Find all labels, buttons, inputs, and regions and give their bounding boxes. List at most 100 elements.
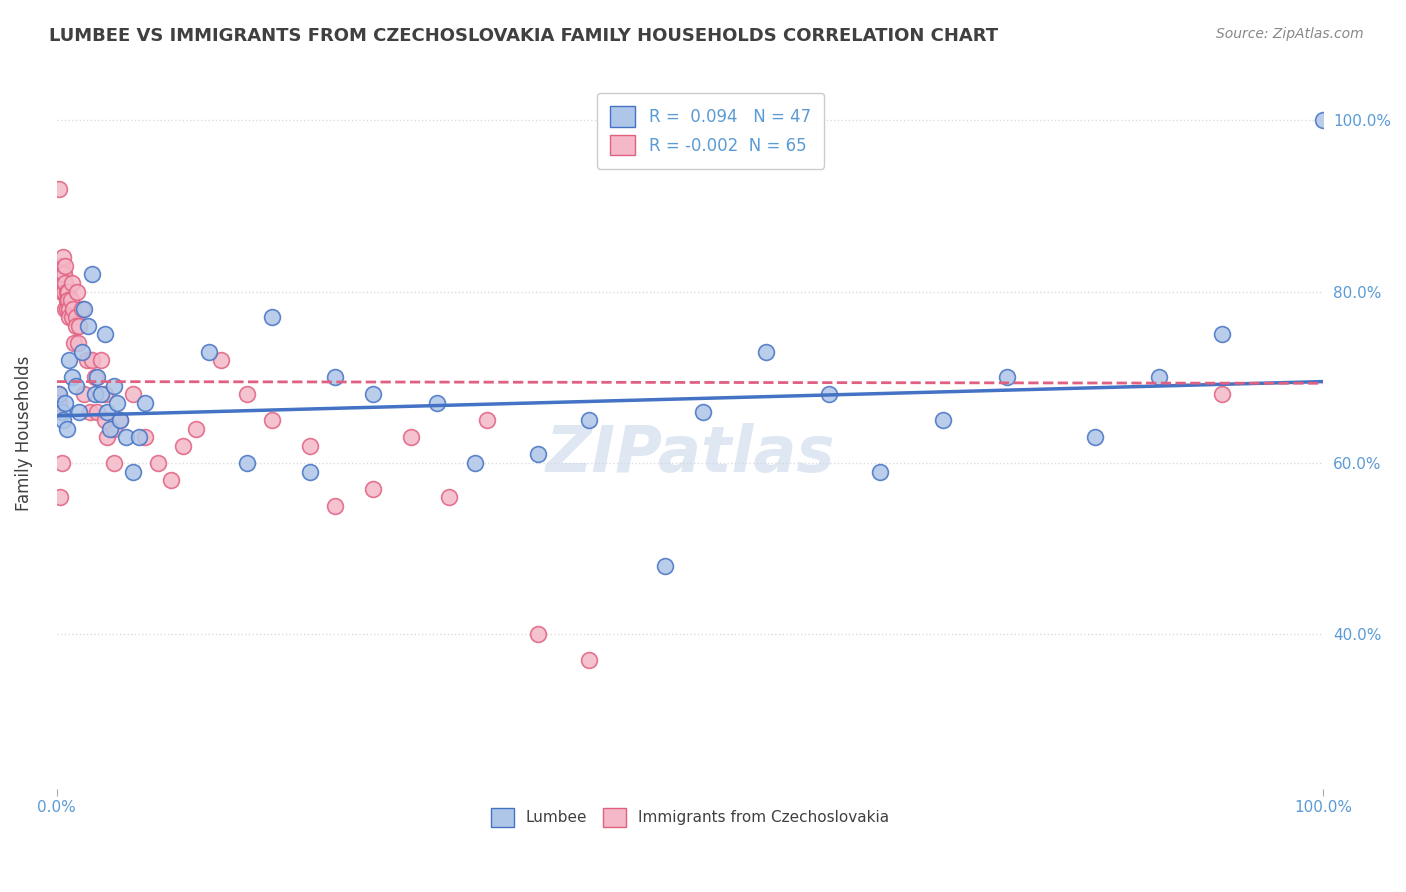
Point [134, 430, 156, 444]
Point [52, 268, 75, 282]
Point [1211, 387, 1233, 401]
Point [63, 336, 86, 351]
Point [55, 396, 77, 410]
Point [83, 370, 105, 384]
Point [55, 285, 77, 299]
Point [96, 430, 118, 444]
Point [995, 370, 1018, 384]
Text: Source: ZipAtlas.com: Source: ZipAtlas.com [1216, 27, 1364, 41]
Point [134, 396, 156, 410]
Point [58, 310, 80, 325]
Point [48, 182, 70, 196]
Point [52, 251, 75, 265]
Point [260, 413, 283, 427]
Point [146, 456, 169, 470]
Point [93, 387, 115, 401]
Point [59, 293, 82, 308]
Point [49, 268, 72, 282]
Point [1312, 113, 1334, 128]
Point [235, 456, 257, 470]
Point [108, 413, 131, 427]
Point [1147, 370, 1170, 384]
Point [1211, 327, 1233, 342]
Point [79, 404, 101, 418]
Point [55, 422, 77, 436]
Point [323, 370, 346, 384]
Point [477, 413, 499, 427]
Point [53, 285, 76, 299]
Point [578, 653, 600, 667]
Point [70, 344, 93, 359]
Point [73, 301, 96, 316]
Point [60, 310, 83, 325]
Point [60, 370, 83, 384]
Point [103, 456, 125, 470]
Point [818, 387, 841, 401]
Point [98, 422, 121, 436]
Point [86, 370, 108, 384]
Point [55, 276, 77, 290]
Point [121, 465, 143, 479]
Point [86, 404, 108, 418]
Point [578, 413, 600, 427]
Point [51, 404, 73, 418]
Point [48, 387, 70, 401]
Point [58, 353, 80, 368]
Point [55, 259, 77, 273]
Point [361, 387, 384, 401]
Point [49, 490, 72, 504]
Point [235, 387, 257, 401]
Point [51, 456, 73, 470]
Point [361, 482, 384, 496]
Point [65, 379, 87, 393]
Point [439, 490, 461, 504]
Point [401, 430, 423, 444]
Point [66, 285, 89, 299]
Legend: Lumbee, Immigrants from Czechoslovakia: Lumbee, Immigrants from Czechoslovakia [484, 800, 897, 834]
Point [184, 422, 207, 436]
Point [298, 465, 321, 479]
Point [1084, 430, 1107, 444]
Point [90, 353, 112, 368]
Point [654, 558, 676, 573]
Point [51, 285, 73, 299]
Point [67, 318, 90, 333]
Point [60, 276, 83, 290]
Point [103, 422, 125, 436]
Point [46, 387, 69, 401]
Point [90, 387, 112, 401]
Point [172, 439, 194, 453]
Point [55, 301, 77, 316]
Point [197, 344, 219, 359]
Point [48, 396, 70, 410]
Point [55, 293, 77, 308]
Point [76, 353, 98, 368]
Point [77, 318, 100, 333]
Point [53, 268, 76, 282]
Point [755, 344, 778, 359]
Point [93, 413, 115, 427]
Point [52, 413, 75, 427]
Point [108, 413, 131, 427]
Point [159, 473, 181, 487]
Point [527, 447, 550, 461]
Point [260, 310, 283, 325]
Point [527, 627, 550, 641]
Point [65, 318, 87, 333]
Point [56, 285, 79, 299]
Point [65, 310, 87, 325]
Point [209, 353, 232, 368]
Point [93, 327, 115, 342]
Text: LUMBEE VS IMMIGRANTS FROM CZECHOSLOVAKIA FAMILY HOUSEHOLDS CORRELATION CHART: LUMBEE VS IMMIGRANTS FROM CZECHOSLOVAKIA… [49, 27, 998, 45]
Point [56, 293, 79, 308]
Point [51, 259, 73, 273]
Point [67, 336, 90, 351]
Point [55, 301, 77, 316]
Text: ZIPatlas: ZIPatlas [546, 424, 835, 485]
Point [62, 301, 84, 316]
Point [932, 413, 955, 427]
Point [298, 439, 321, 453]
Point [103, 379, 125, 393]
Point [70, 301, 93, 316]
Point [80, 353, 103, 368]
